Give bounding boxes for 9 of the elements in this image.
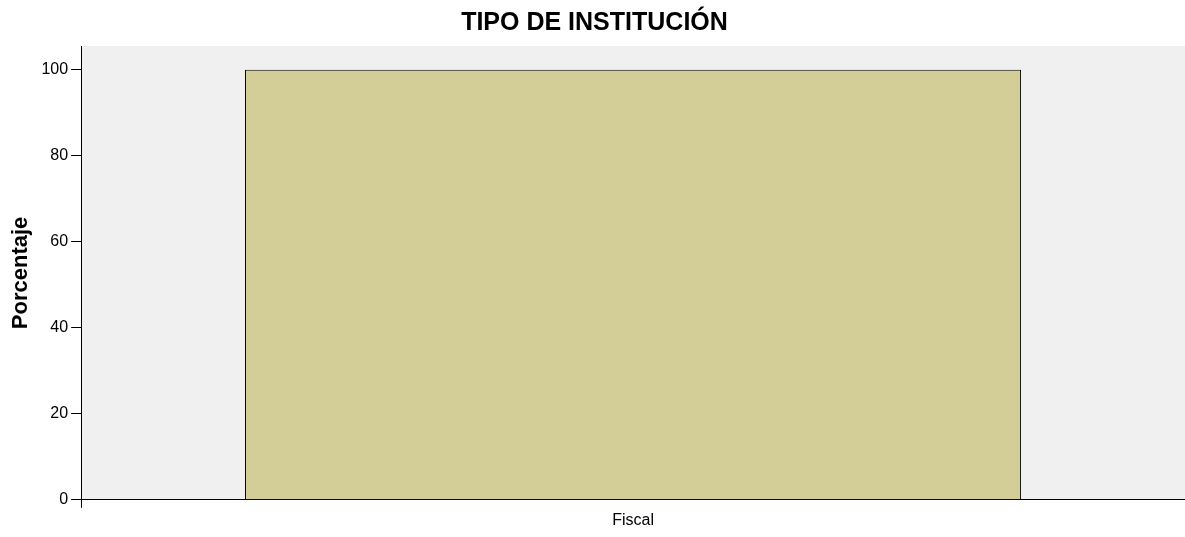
y-axis-title: Porcentaje <box>7 216 33 330</box>
x-tick-label: Fiscal <box>612 510 654 528</box>
y-tick-label: 20 <box>50 404 69 422</box>
chart-title: TIPO DE INSTITUCIÓN <box>461 5 728 35</box>
y-tick-label: 40 <box>50 318 69 336</box>
y-tick-label: 100 <box>41 60 69 78</box>
y-tick-label: 80 <box>50 146 69 164</box>
y-tick-label: 60 <box>50 232 69 250</box>
y-tick-label: 0 <box>59 490 69 508</box>
